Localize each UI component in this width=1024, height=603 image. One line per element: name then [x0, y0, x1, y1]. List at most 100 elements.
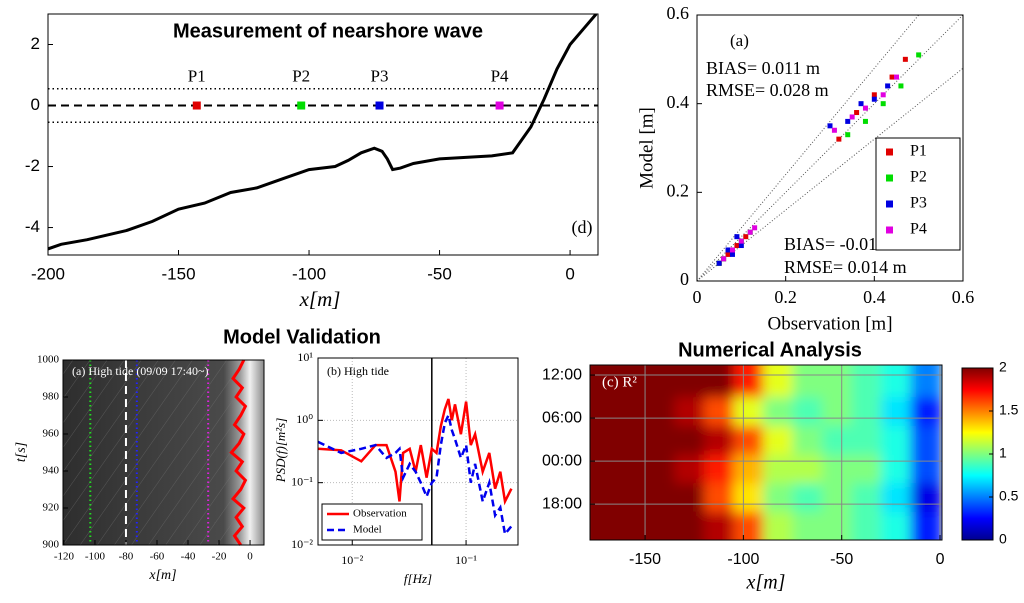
- scatter-point: [871, 92, 877, 98]
- heatmap-cell: [733, 396, 764, 426]
- heatmap-cell: [792, 482, 823, 512]
- heatmap-cell: [704, 453, 735, 484]
- image-texture: [63, 360, 239, 545]
- scatter-point: [725, 251, 731, 257]
- colorbar: [961, 367, 994, 541]
- heatmap-cell: [881, 425, 912, 455]
- heatmap-cell: [792, 425, 823, 455]
- y-tick-label: 0.2: [667, 180, 690, 200]
- heatmap-cell: [851, 396, 882, 426]
- scatter-point: [738, 243, 744, 249]
- legend-label: P3: [910, 195, 927, 212]
- y-tick-label: 18:00: [542, 495, 582, 512]
- heatmap-cell: [590, 425, 617, 455]
- scatter-point: [871, 96, 877, 102]
- heatmap-cell: [645, 453, 676, 484]
- plot-frame: [317, 357, 519, 546]
- x-tick-label: -60: [150, 551, 165, 563]
- scatter-point: [858, 101, 864, 107]
- annotation: RMSE= 0.014 m: [784, 257, 907, 277]
- heatmap-cell: [910, 511, 942, 540]
- scatter-point: [885, 83, 891, 89]
- gauge-label: P4: [491, 66, 509, 85]
- y-tick-label: 12:00: [542, 366, 582, 383]
- y-axis-label: PSD(f)[m²s]: [273, 418, 288, 484]
- annotation: (a) High tide (09/09 17:40~): [72, 364, 208, 378]
- y-tick-label: 0: [31, 95, 40, 114]
- heatmap-cell: [733, 365, 764, 398]
- scatter-point: [880, 101, 886, 107]
- heatmap-cell: [763, 396, 794, 426]
- heatmap-cell: [822, 365, 853, 398]
- colorbar-tick-label: 2: [999, 359, 1007, 375]
- y-tick-label: 06:00: [542, 409, 582, 426]
- heatmap-cell: [704, 511, 735, 540]
- x-tick-label: -40: [181, 551, 196, 563]
- heatmap-cell: [822, 453, 853, 484]
- heatmap-cell: [763, 425, 794, 455]
- scatter-point: [743, 234, 749, 240]
- legend-box: [321, 503, 423, 541]
- heatmap-cell: [910, 453, 942, 484]
- annotation: (a): [730, 31, 749, 50]
- heatmap-cell: [615, 365, 646, 398]
- heatmap-cell: [645, 396, 676, 426]
- x-tick-label: -200: [31, 264, 65, 283]
- shoreline: [229, 359, 248, 546]
- annotation: (d): [572, 217, 593, 238]
- heatmap-cell: [792, 453, 823, 484]
- heatmap-cell: [674, 365, 705, 398]
- heatmap-cell: [733, 511, 764, 540]
- heatmap-cell: [792, 396, 823, 426]
- heatmap-cell: [910, 365, 942, 398]
- heatmap-cell: [822, 482, 853, 512]
- gauge-point: [192, 101, 201, 110]
- x-tick-label: -80: [119, 551, 134, 563]
- heatmap-cell: [763, 365, 794, 398]
- heatmap-cell: [704, 425, 735, 455]
- scatter-point: [827, 123, 833, 129]
- heatmap-cell: [851, 365, 882, 398]
- y-tick-label: 10⁰: [296, 412, 313, 426]
- heatmap-cell: [881, 482, 912, 512]
- heatmap-cell: [822, 425, 853, 455]
- scatter-point: [862, 105, 868, 111]
- x-tick-label: -50: [830, 551, 853, 568]
- x-tick-label: -120: [54, 551, 75, 563]
- heatmap-cell: [881, 396, 912, 426]
- y-tick-label: 980: [43, 391, 60, 403]
- heatmap-cell: [851, 482, 882, 512]
- x-axis-label: Observation [m]: [767, 313, 892, 334]
- heatmap-cell: [733, 425, 764, 455]
- y-tick-label: 2: [31, 34, 40, 53]
- heatmap-cell: [851, 425, 882, 455]
- scatter-point: [849, 114, 855, 120]
- y-axis-label: t[s]: [14, 442, 29, 462]
- colorbar-tick-label: 1: [999, 445, 1007, 461]
- annotation: RMSE= 0.028 m: [706, 80, 829, 100]
- heatmap-cell: [704, 365, 735, 398]
- legend-label: Model: [353, 524, 382, 536]
- x-tick-label: 10⁻¹: [455, 553, 477, 567]
- annotation: (c) R²: [602, 374, 637, 390]
- gauge-label: P2: [292, 66, 310, 85]
- heatmap-cell: [615, 482, 646, 512]
- heatmap-cell: [615, 396, 646, 426]
- heatmap-cell: [733, 453, 764, 484]
- heatmap-cell: [615, 425, 646, 455]
- x-tick-label: 10⁻²: [341, 553, 363, 567]
- y-tick-label: 10¹: [297, 350, 313, 364]
- heatmap-cell: [615, 453, 646, 484]
- y-tick-label: 900: [43, 539, 60, 551]
- legend-label: P2: [910, 169, 927, 186]
- heatmap-cell: [851, 453, 882, 484]
- x-tick-label: -100: [727, 551, 759, 568]
- heatmap-cell: [792, 365, 823, 398]
- x-tick-label: 0: [565, 264, 574, 283]
- annotation: BIAS= 0.011 m: [706, 58, 820, 78]
- y-tick-label: 10⁻²: [291, 537, 313, 551]
- annotation: BIAS= -0.010 m: [784, 234, 905, 254]
- heatmap-cell: [590, 453, 617, 484]
- x-tick-label: 0: [247, 551, 253, 563]
